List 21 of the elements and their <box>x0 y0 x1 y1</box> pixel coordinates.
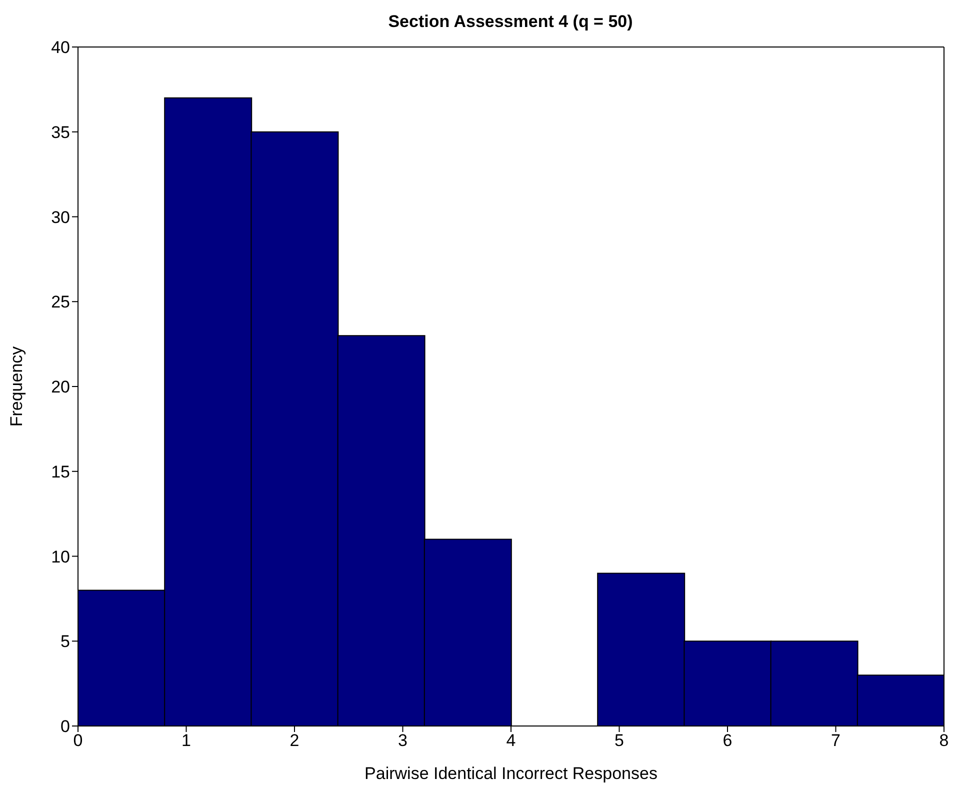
y-tick-label: 10 <box>51 547 70 566</box>
y-tick-label: 20 <box>51 378 70 397</box>
y-tick-label: 35 <box>51 122 70 142</box>
y-tick-label: 25 <box>51 292 70 312</box>
x-axis-title: Pairwise Identical Incorrect Responses <box>364 764 658 783</box>
x-tick-label: 6 <box>722 731 732 750</box>
y-tick-label: 5 <box>60 632 70 652</box>
y-tick-label: 15 <box>51 462 70 482</box>
x-tick-label: 0 <box>73 731 83 750</box>
x-tick-label: 8 <box>939 731 949 750</box>
x-tick-label: 3 <box>398 731 408 750</box>
y-tick-label: 0 <box>60 717 70 736</box>
x-tick-label: 1 <box>182 731 191 750</box>
x-tick-label: 4 <box>506 731 516 750</box>
y-tick-label: 40 <box>51 38 70 58</box>
y-tick-label: 30 <box>51 208 70 227</box>
x-tick-label: 5 <box>614 731 624 750</box>
x-tick-label: 2 <box>290 731 300 750</box>
x-tick-label: 7 <box>831 731 840 750</box>
y-axis-title: Frequency <box>7 346 26 427</box>
chart-title: Section Assessment 4 (q = 50) <box>387 11 634 33</box>
